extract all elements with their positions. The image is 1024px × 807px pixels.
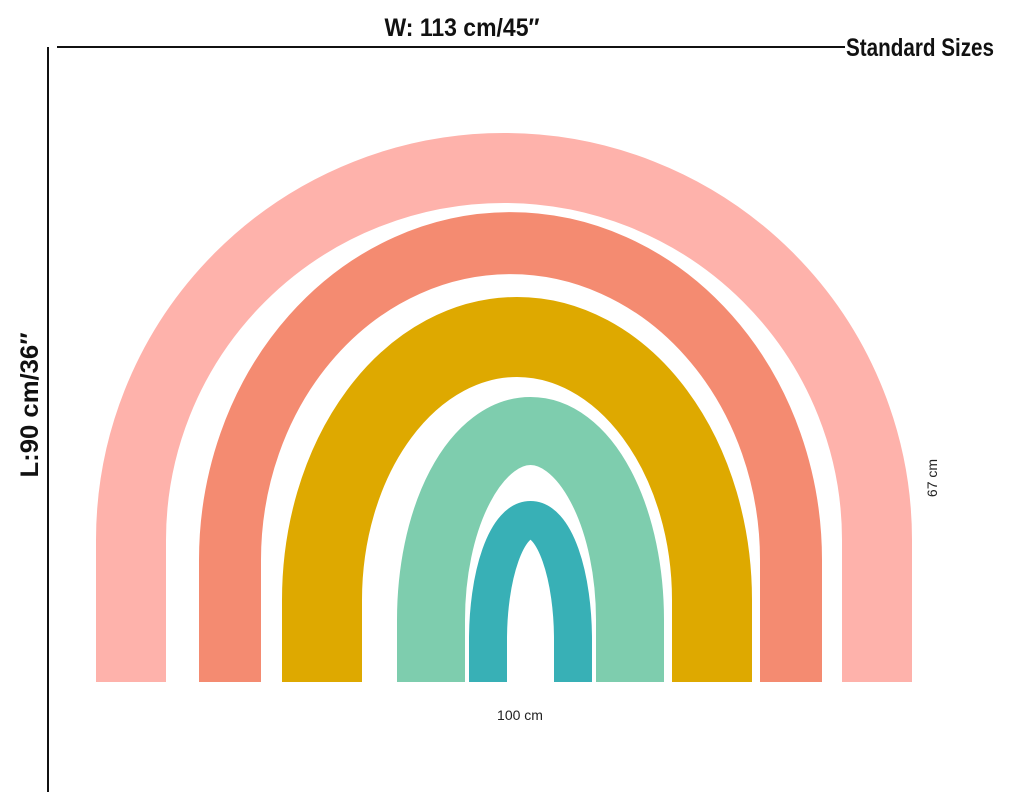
product-width-label: 100 cm — [497, 707, 543, 723]
height-label: 67 cm — [924, 459, 940, 497]
arc-green — [397, 397, 664, 682]
arc-orange — [199, 212, 822, 682]
rainbow — [96, 133, 912, 682]
length-label: L:90 cm/36″ — [16, 332, 44, 477]
arc-teal — [469, 501, 592, 682]
sizes-label: Standard Sizes — [846, 34, 994, 62]
arc-yellow — [282, 297, 752, 682]
arc-pink — [96, 133, 912, 682]
width-label: W: 113 cm/45″ — [385, 14, 540, 42]
